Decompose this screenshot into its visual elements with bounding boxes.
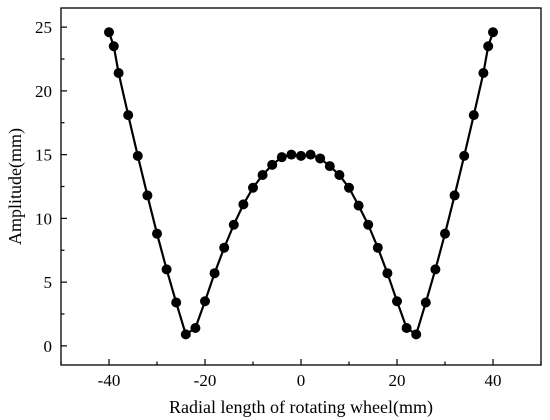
data-point <box>171 297 182 308</box>
data-point <box>296 150 306 161</box>
data-point <box>488 27 498 38</box>
data-point <box>440 228 450 239</box>
data-point <box>401 323 412 334</box>
x-tick-label: -20 <box>194 371 217 390</box>
data-point <box>353 200 364 211</box>
series-layer <box>104 27 498 340</box>
x-axis-label: Radial length of rotating wheel(mm) <box>169 397 433 418</box>
series-line <box>107 31 495 336</box>
data-point <box>411 329 422 340</box>
data-point <box>334 170 345 181</box>
data-point <box>104 27 114 38</box>
data-point <box>190 323 201 334</box>
data-point <box>430 264 441 275</box>
plot-frame <box>60 7 542 366</box>
data-point <box>392 296 402 307</box>
data-point <box>449 190 460 201</box>
data-point <box>180 329 191 340</box>
y-tick-label: 0 <box>44 337 53 356</box>
x-tick-label: -40 <box>98 371 121 390</box>
data-point <box>483 41 494 52</box>
data-point <box>286 149 297 160</box>
data-point <box>161 264 172 275</box>
data-point <box>219 242 230 253</box>
y-axis-label: Amplitude(mm) <box>5 128 26 245</box>
data-point <box>468 110 479 121</box>
data-point <box>108 41 119 52</box>
x-tick-label: 0 <box>297 371 306 390</box>
data-point <box>324 161 335 172</box>
x-tick-label: 20 <box>389 371 406 390</box>
data-point <box>478 68 489 79</box>
data-point <box>132 150 143 161</box>
data-point <box>209 268 220 279</box>
y-tick-label: 25 <box>35 18 52 37</box>
y-tick-label: 15 <box>35 146 52 165</box>
data-point <box>382 268 393 279</box>
data-point <box>315 153 326 164</box>
data-point <box>276 152 287 163</box>
data-point <box>305 149 316 160</box>
plot-border <box>60 7 542 366</box>
data-point <box>142 190 153 201</box>
data-point <box>267 159 278 170</box>
data-point <box>152 228 162 239</box>
y-tick-label: 5 <box>44 273 53 292</box>
y-tick-label: 10 <box>35 209 52 228</box>
y-tick-label: 20 <box>35 82 52 101</box>
data-point <box>228 219 239 230</box>
data-point <box>459 150 470 161</box>
data-point <box>372 242 383 253</box>
data-point <box>123 110 134 121</box>
data-point <box>238 199 249 210</box>
data-point <box>113 68 124 79</box>
data-point <box>363 219 374 230</box>
data-point <box>420 297 431 308</box>
data-point <box>248 182 258 193</box>
data-point <box>200 296 210 307</box>
data-point <box>257 170 268 181</box>
x-axis-ticks: -40 -20 0 20 40 <box>60 359 542 390</box>
data-point <box>344 182 354 193</box>
y-axis-ticks: 0 5 10 15 20 25 <box>35 18 67 356</box>
x-tick-label: 40 <box>485 371 502 390</box>
